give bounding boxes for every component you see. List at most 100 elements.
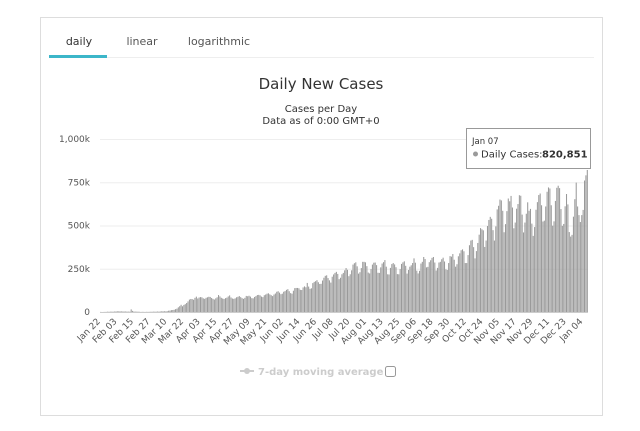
bar bbox=[219, 296, 220, 312]
bar bbox=[200, 297, 201, 312]
bar bbox=[515, 223, 516, 312]
bar bbox=[427, 267, 428, 312]
bar bbox=[577, 206, 578, 312]
bar bbox=[261, 297, 262, 312]
bar bbox=[269, 294, 270, 312]
bar bbox=[258, 295, 259, 312]
bar bbox=[468, 255, 469, 312]
bar bbox=[359, 272, 360, 312]
bar bbox=[253, 298, 254, 312]
bar bbox=[357, 266, 358, 312]
bar bbox=[369, 273, 370, 312]
bar bbox=[176, 309, 177, 312]
bar bbox=[172, 310, 173, 312]
y-tick-label: 1,000k bbox=[59, 135, 91, 145]
bar bbox=[572, 235, 573, 312]
bar bbox=[534, 227, 535, 312]
bar bbox=[171, 310, 172, 312]
bar bbox=[380, 267, 381, 312]
bar bbox=[556, 188, 557, 312]
bar bbox=[179, 306, 180, 312]
bar bbox=[404, 261, 405, 312]
tab[interactable]: linear bbox=[126, 35, 158, 48]
bar bbox=[348, 276, 349, 312]
bar bbox=[174, 310, 175, 312]
bar bbox=[221, 298, 222, 312]
legend-checkbox[interactable] bbox=[386, 367, 396, 377]
bar bbox=[437, 268, 438, 312]
bar bbox=[282, 294, 283, 312]
bar bbox=[193, 300, 194, 312]
bar bbox=[444, 261, 445, 312]
bar bbox=[554, 221, 555, 312]
bar bbox=[560, 209, 561, 312]
bar bbox=[419, 271, 420, 312]
bar bbox=[318, 282, 319, 312]
bar bbox=[358, 274, 359, 312]
bar bbox=[405, 266, 406, 312]
bar bbox=[477, 243, 478, 312]
bar bbox=[502, 211, 503, 312]
bar bbox=[372, 265, 373, 312]
bar bbox=[516, 209, 517, 312]
bar bbox=[132, 311, 133, 312]
bar bbox=[382, 264, 383, 312]
bar bbox=[512, 208, 513, 312]
bar bbox=[506, 211, 507, 312]
bar bbox=[527, 202, 528, 312]
bar bbox=[217, 297, 218, 312]
bar bbox=[416, 271, 417, 312]
bar bbox=[411, 265, 412, 312]
bar bbox=[289, 291, 290, 312]
bar bbox=[549, 188, 550, 312]
bar bbox=[212, 299, 213, 312]
bar bbox=[490, 217, 491, 312]
bar bbox=[463, 251, 464, 312]
tab[interactable]: daily bbox=[66, 35, 93, 48]
bar bbox=[228, 296, 229, 312]
bar bbox=[544, 221, 545, 312]
bar bbox=[278, 291, 279, 312]
bar bbox=[494, 241, 495, 312]
tab[interactable]: logarithmic bbox=[188, 35, 250, 48]
bar bbox=[194, 298, 195, 312]
bar bbox=[344, 270, 345, 312]
bar bbox=[413, 258, 414, 312]
bar bbox=[384, 260, 385, 312]
bar bbox=[210, 297, 211, 312]
bar bbox=[383, 262, 384, 312]
bar bbox=[362, 262, 363, 312]
y-tick-label: 0 bbox=[84, 308, 90, 318]
bar bbox=[185, 304, 186, 312]
bar bbox=[462, 249, 463, 312]
bar bbox=[242, 298, 243, 312]
bar bbox=[201, 297, 202, 312]
bar bbox=[230, 297, 231, 312]
bar bbox=[386, 267, 387, 312]
bar bbox=[488, 220, 489, 312]
bar bbox=[545, 206, 546, 312]
bar bbox=[232, 299, 233, 312]
bar bbox=[493, 230, 494, 312]
bar bbox=[271, 295, 272, 312]
bar bbox=[495, 226, 496, 312]
bar bbox=[522, 215, 523, 312]
bar bbox=[125, 311, 126, 312]
bar bbox=[535, 210, 536, 312]
bar bbox=[314, 282, 315, 312]
bar bbox=[325, 276, 326, 312]
bar bbox=[225, 298, 226, 312]
bar bbox=[204, 299, 205, 312]
bar bbox=[226, 298, 227, 312]
bar bbox=[548, 187, 549, 312]
bar bbox=[286, 290, 287, 312]
bar bbox=[190, 299, 191, 312]
bar bbox=[237, 297, 238, 312]
bar bbox=[486, 241, 487, 312]
bar bbox=[389, 274, 390, 312]
legend-item[interactable]: 7-day moving average bbox=[240, 367, 384, 378]
bar bbox=[214, 300, 215, 312]
bar bbox=[218, 295, 219, 312]
bar bbox=[432, 258, 433, 312]
bar bbox=[251, 298, 252, 312]
